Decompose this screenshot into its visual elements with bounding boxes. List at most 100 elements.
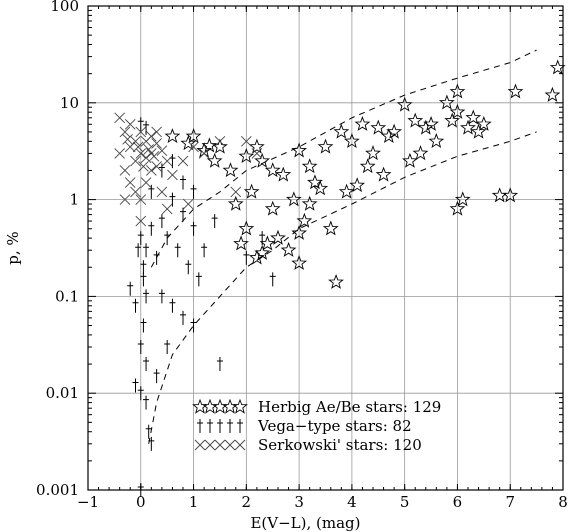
vega-dagger-marker [143,395,150,410]
vega-dagger-marker [143,289,150,304]
serkowski-cross-marker [241,136,252,147]
herbig-star-marker [206,152,223,168]
herbig-star-marker [301,195,318,211]
x-tick-label: 3 [294,493,304,511]
serkowski-cross-marker [119,194,131,205]
serkowski-cross-marker [188,141,199,153]
vega-dagger-marker [145,424,152,439]
herbig-star-marker [449,83,466,99]
herbig-star-marker [428,133,445,149]
herbig-star-marker [254,152,271,168]
herbig-star-marker [180,135,197,151]
herbig-star-marker [359,158,376,174]
herbig-star-marker [264,200,281,216]
vega-dagger-marker [135,243,142,258]
serkowski-cross-marker [156,145,168,157]
herbig-star-marker [444,112,461,128]
herbig-star-marker [212,138,228,154]
vega-dagger-marker [190,221,197,236]
serkowski-cross-marker [114,112,125,124]
serkowski-cross-marker [122,133,133,145]
herbig-star-marker [307,174,323,190]
vega-dagger-marker [137,231,144,246]
serkowski-cross-marker [148,150,160,162]
herbig-star-marker [248,249,265,265]
herbig-star-marker [164,128,181,144]
vega-dagger-marker [164,340,171,355]
herbig-star-marker [301,158,318,174]
serkowski-cross-marker [182,198,194,210]
herbig-star-marker [317,138,334,154]
serkowski-cross-marker [198,148,210,159]
vega-dagger-marker [148,221,155,236]
serkowski-cross-marker [161,155,173,167]
herbig-star-marker [238,148,255,164]
vega-dagger-marker [153,369,160,384]
serkowski-cross-marker [151,138,162,149]
herbig-star-marker [227,195,244,211]
serkowski-cross-marker [130,155,141,167]
vega-dagger-marker [143,357,150,372]
herbig-star-marker [291,255,308,270]
vega-dagger-marker [216,357,223,372]
vega-dagger-marker [190,184,197,199]
herbig-star-marker [254,244,271,260]
vega-dagger-marker [180,310,186,325]
herbig-star-marker [544,86,561,102]
herbig-star-marker [354,116,371,131]
vega-dagger-marker [158,289,165,304]
vega-dagger-marker [169,154,176,169]
vega-dagger-marker [180,207,186,222]
vega-dagger-marker [201,243,208,258]
herbig-star-marker [507,83,524,99]
herbig-star-marker [449,103,466,119]
vega-dagger-marker [132,378,139,393]
herbig-star-marker [322,220,339,236]
vega-dagger-marker [127,281,134,296]
legend-serkowski-cross-marker [204,439,216,451]
vega-dagger-marker [185,260,192,275]
legend-serkowski-cross-marker [194,439,206,451]
serkowski-cross-marker [151,161,162,172]
herbig-star-marker [264,162,281,178]
vega-dagger-marker [143,120,150,135]
x-tick-label: 7 [505,493,515,511]
herbig-star-marker [412,145,429,161]
vega-dagger-marker [180,175,186,190]
herbig-star-marker [196,142,213,158]
vega-dagger-marker [140,260,147,275]
vega-dagger-marker [174,243,181,258]
y-tick-label: 10 [60,94,79,112]
herbig-star-marker [280,241,297,257]
herbig-star-marker [438,94,455,110]
vega-dagger-marker [137,340,144,355]
herbig-star-marker [375,166,392,182]
herbig-star-marker [370,119,387,135]
vega-dagger-marker [158,214,165,229]
x-tick-label: 8 [558,493,568,511]
herbig-star-marker [243,183,260,199]
herbig-star-marker [248,138,265,154]
herbig-star-marker [291,224,308,240]
x-tick-label: 5 [400,493,410,511]
herbig-star-marker [349,177,366,193]
serkowski-cross-marker [114,148,125,159]
herbig-star-marker [402,152,418,168]
legend-vega-dagger-marker [217,419,223,433]
grid [88,6,563,490]
herbig-star-marker [285,191,302,207]
serkowski-cross-marker [161,203,173,215]
legend-label: Serkowski' stars: 120 [258,436,422,454]
serkowski-cross-marker [119,165,131,176]
vega-dagger-marker [143,243,150,258]
herbig-star-marker [333,123,350,139]
serkowski-cross-marker [230,186,242,198]
legend-serkowski-cross-marker [214,439,226,451]
herbig-star-marker [275,166,292,182]
serkowski-cross-marker [140,177,152,188]
serkowski-cross-marker [135,148,147,159]
vega-dagger-marker [158,163,165,178]
serkowski-cross-marker [167,169,178,181]
